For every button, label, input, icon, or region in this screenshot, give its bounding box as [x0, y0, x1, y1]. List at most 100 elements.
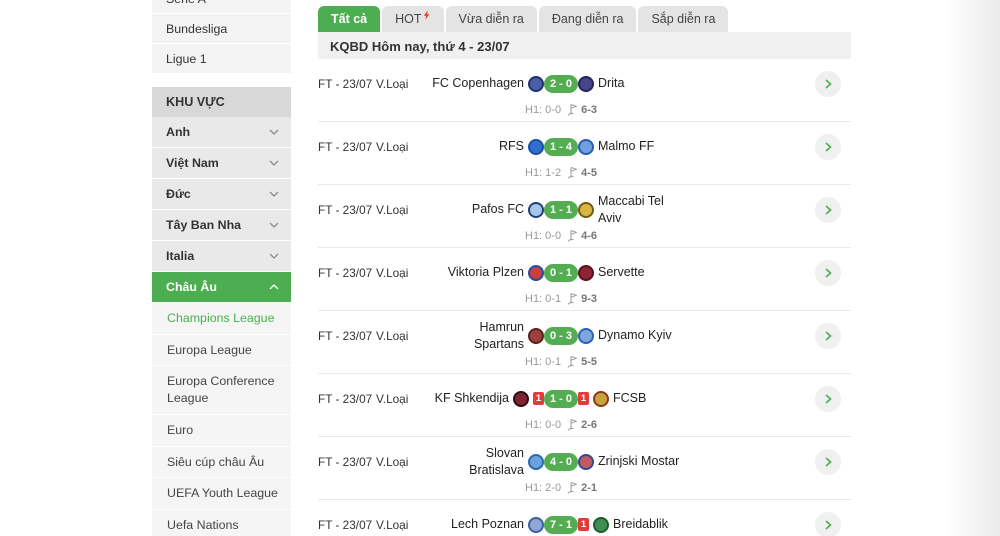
- page-edge-shadow: [945, 0, 1000, 536]
- match-substats: H1: 0-0 2-6: [478, 418, 644, 431]
- match-row[interactable]: FT - 23/07 V.Loại Lech Poznan 7 - 1 1 Br…: [318, 500, 851, 536]
- match-row[interactable]: FT - 23/07 V.Loại Hamrun Spartans 0 - 3 …: [318, 311, 851, 374]
- away-team: 1 Breidablik: [578, 516, 728, 533]
- tab-label: HOT: [395, 12, 422, 26]
- match-status: FT - 23/07: [318, 517, 373, 532]
- match-row[interactable]: FT - 23/07 V.Loại Pafos FC 1 - 1 Maccabi…: [318, 185, 851, 248]
- away-team-logo: [578, 453, 594, 470]
- match-detail-button[interactable]: [815, 448, 841, 475]
- score-pill: 7 - 1: [544, 515, 578, 534]
- home-team: Slovan Bratislava: [432, 445, 544, 478]
- tab[interactable]: Đang diễn ra: [538, 6, 637, 32]
- corner-score: 6-3: [581, 103, 597, 116]
- match-detail-button[interactable]: [815, 196, 841, 223]
- top-leagues-list: Serie A Bundesliga Ligue 1: [152, 0, 291, 73]
- home-team-logo: [528, 453, 544, 470]
- tab-bar: Tất cả HOT Vừa diễn ra Đang diễn ra Sắp …: [318, 6, 851, 32]
- sidebar-subitem[interactable]: Europa Conference League: [152, 366, 291, 414]
- sidebar-region-item[interactable]: Việt Nam: [152, 148, 291, 178]
- corner-flag-icon: [567, 104, 578, 116]
- tab-label: Vừa diễn ra: [458, 12, 524, 26]
- corner-score: 5-5: [581, 355, 597, 368]
- match-row[interactable]: FT - 23/07 V.Loại RFS 1 - 4 Malmo FF H1:…: [318, 122, 851, 185]
- score-pill: 1 - 1: [544, 200, 578, 219]
- match-detail-button[interactable]: [815, 133, 841, 160]
- score-pill: 0 - 1: [544, 263, 578, 282]
- sidebar-league-item[interactable]: Serie A: [152, 0, 291, 13]
- region-subitems-list: Champions League Europa League Europa Co…: [152, 303, 291, 536]
- sidebar-league-item[interactable]: Bundesliga: [152, 14, 291, 43]
- sidebar-subitem[interactable]: UEFA Youth League: [152, 478, 291, 510]
- sidebar-region-item[interactable]: Châu Âu: [152, 272, 291, 302]
- match-league: V.Loại: [376, 517, 409, 532]
- away-team: Zrinjski Mostar: [578, 453, 728, 470]
- sidebar-region-item[interactable]: Italia: [152, 241, 291, 271]
- match-substats: H1: 2-0 2-1: [478, 481, 644, 494]
- match-status: FT - 23/07: [318, 139, 373, 154]
- chevron-right-icon: [824, 267, 832, 278]
- match-detail-button[interactable]: [815, 511, 841, 536]
- corner-flag-icon: [567, 482, 578, 494]
- sidebar-region-item[interactable]: Tây Ban Nha: [152, 210, 291, 240]
- home-team-logo: [513, 390, 529, 407]
- match-row[interactable]: FT - 23/07 V.Loại Slovan Bratislava 4 - …: [318, 437, 851, 500]
- match-status: FT - 23/07: [318, 328, 373, 343]
- sidebar-region-item[interactable]: Anh: [152, 117, 291, 147]
- chevron-up-icon: [269, 284, 279, 290]
- tab[interactable]: HOT: [382, 6, 444, 32]
- league-label: Ligue 1: [166, 51, 207, 66]
- chevron-right-icon: [824, 204, 832, 215]
- away-team-name: Drita: [598, 76, 625, 91]
- home-team-logo: [528, 516, 544, 533]
- sidebar-subitem[interactable]: Europa League: [152, 334, 291, 366]
- home-team: RFS: [432, 138, 544, 155]
- corner-flag-icon: [567, 419, 578, 431]
- match-detail-button[interactable]: [815, 259, 841, 286]
- tab[interactable]: Vừa diễn ra: [445, 6, 537, 32]
- results-section-header: KQBD Hôm nay, thứ 4 - 23/07: [318, 32, 851, 59]
- sidebar-region-item[interactable]: Đức: [152, 179, 291, 209]
- tab[interactable]: Tất cả: [318, 6, 381, 32]
- subitem-label: Euro: [167, 422, 194, 437]
- match-substats: H1: 0-0 4-6: [478, 229, 644, 242]
- match-row[interactable]: FT - 23/07 V.Loại FC Copenhagen 2 - 0 Dr…: [318, 59, 851, 122]
- tab[interactable]: Sắp diễn ra: [638, 6, 729, 32]
- match-status: FT - 23/07: [318, 76, 373, 91]
- region-section-header: KHU VỰC: [152, 87, 291, 117]
- subitem-label: Europa League: [167, 342, 252, 357]
- sidebar-subitem[interactable]: Siêu cúp châu Âu: [152, 446, 291, 478]
- sidebar-subitem[interactable]: Uefa Nations League: [152, 510, 291, 536]
- corner-stat: 5-5: [567, 355, 597, 368]
- away-team-name: FCSB: [613, 391, 647, 406]
- away-team-logo: [593, 516, 609, 533]
- sidebar-subitem[interactable]: Champions League: [152, 303, 291, 334]
- match-row[interactable]: FT - 23/07 V.Loại Viktoria Plzen 0 - 1 S…: [318, 248, 851, 311]
- match-detail-button[interactable]: [815, 70, 841, 97]
- chevron-down-icon: [269, 129, 279, 135]
- home-team-name: Hamrun Spartans: [473, 320, 524, 351]
- first-half-score: H1: 1-2: [525, 166, 562, 179]
- home-team-logo: [528, 264, 544, 281]
- league-label: Serie A: [166, 0, 206, 6]
- home-team-logo: [528, 75, 544, 92]
- home-team: Hamrun Spartans: [432, 319, 544, 352]
- match-row[interactable]: FT - 23/07 V.Loại KF Shkendija 1 1 - 0 1…: [318, 374, 851, 437]
- away-team-logo: [593, 390, 609, 407]
- home-team-logo: [528, 201, 544, 218]
- subitem-label: Siêu cúp châu Âu: [167, 454, 265, 469]
- away-team: Dynamo Kyiv: [578, 327, 728, 344]
- away-team-name: Breidablik: [613, 517, 668, 532]
- corner-flag-icon: [567, 167, 578, 179]
- tab-label: Sắp diễn ra: [651, 12, 716, 26]
- away-team: Maccabi Tel Aviv: [578, 193, 728, 226]
- away-team-name: Dynamo Kyiv: [598, 328, 672, 343]
- corner-score: 2-1: [581, 481, 597, 494]
- home-team-name: FC Copenhagen: [432, 76, 524, 91]
- sidebar-subitem[interactable]: Euro: [152, 414, 291, 446]
- region-label: Anh: [166, 125, 191, 139]
- match-detail-button[interactable]: [815, 322, 841, 349]
- chevron-right-icon: [824, 393, 832, 404]
- first-half-score: H1: 0-0: [525, 103, 562, 116]
- sidebar-league-item[interactable]: Ligue 1: [152, 44, 291, 73]
- match-detail-button[interactable]: [815, 385, 841, 412]
